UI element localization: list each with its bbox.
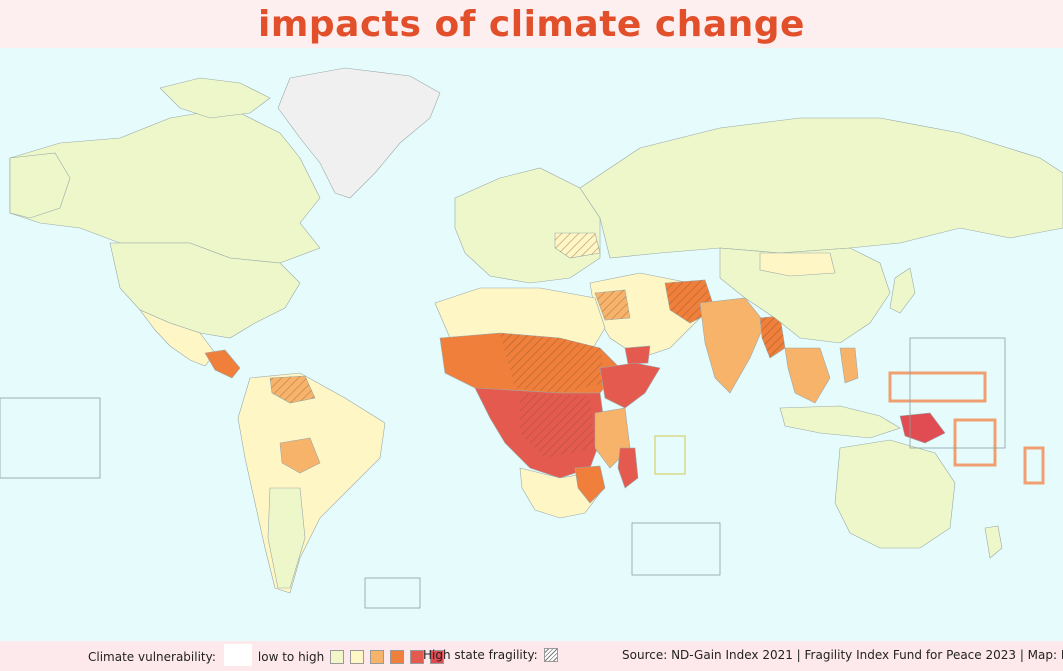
mongolia <box>759 252 836 277</box>
source-note: Source: ND-Gain Index 2021 | Fragility I… <box>622 648 1063 662</box>
indian-ocean-zone <box>654 435 686 475</box>
chile-argentina <box>267 487 306 589</box>
madagascar <box>617 447 639 489</box>
scale-start-box <box>223 644 252 666</box>
europe <box>454 167 601 284</box>
fragility-label: High state fragility: <box>423 648 538 662</box>
indonesia <box>779 405 901 439</box>
source-text: Source: ND-Gain Index 2021 | Fragility I… <box>622 648 1063 662</box>
scale-label: low to high <box>257 650 325 664</box>
pacific-outline-east <box>909 337 1006 449</box>
title-bar: impacts of climate change <box>0 0 1063 48</box>
new-zealand <box>984 525 1003 559</box>
horn-of-africa <box>599 362 661 409</box>
canada <box>9 107 321 264</box>
russia <box>579 117 1063 259</box>
india <box>699 297 766 394</box>
fragility-legend: High state fragility: <box>423 648 558 662</box>
pacific-zone-1 <box>888 371 987 403</box>
swatch-1 <box>330 650 345 664</box>
philippines <box>839 347 859 384</box>
myanmar-hatch <box>760 316 785 358</box>
japan <box>889 267 916 314</box>
bolivia <box>279 437 321 474</box>
china <box>719 247 891 344</box>
swatch-6 <box>430 650 445 664</box>
south-atlantic-zone <box>364 577 421 609</box>
pacific-outline-west <box>0 397 101 479</box>
map-svg <box>0 67 1063 609</box>
arctic-islands <box>159 77 271 119</box>
swatch-2 <box>350 650 365 664</box>
australia <box>834 439 956 549</box>
alaska <box>9 152 71 219</box>
greenland <box>277 67 441 199</box>
south-america <box>237 372 386 594</box>
mexico <box>139 309 216 367</box>
hatch-swatch <box>543 648 558 662</box>
pacific-zone-3 <box>1023 446 1045 485</box>
pacific-zone-2 <box>953 418 997 467</box>
southeast-asia <box>784 347 831 404</box>
vulnerability-legend: Climate vulnerability: low to high <box>88 644 445 666</box>
ukraine-hatch <box>555 233 600 258</box>
vulnerability-label: Climate vulnerability: <box>88 650 216 664</box>
venezuela-hatch <box>270 376 315 403</box>
yemen <box>624 345 651 365</box>
map-title: impacts of climate change <box>258 3 805 45</box>
mozambique <box>574 465 606 504</box>
central-africa-hatch <box>520 393 595 458</box>
central-america <box>204 349 241 379</box>
world-map <box>0 48 1063 641</box>
syria-iraq-hatch <box>595 290 630 320</box>
papua-new-guinea <box>899 412 946 444</box>
legend-bar: Climate vulnerability: low to high High … <box>0 641 1063 671</box>
south-ocean-zone <box>631 522 721 576</box>
swatch-5 <box>410 650 425 664</box>
sahel-hatch <box>500 333 605 393</box>
swatch-4 <box>390 650 405 664</box>
swatch-3 <box>370 650 385 664</box>
